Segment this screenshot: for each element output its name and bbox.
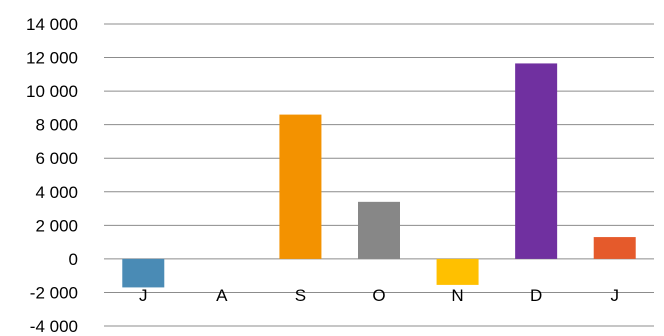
bar-6 (515, 63, 558, 259)
x-category-label: S (295, 286, 306, 305)
x-category-label: A (216, 286, 228, 305)
bar-1 (122, 258, 165, 288)
y-tick-label: 4 000 (35, 183, 78, 202)
bar-3 (279, 114, 322, 259)
y-axis-tick-labels: 14 000 12 000 10 000 8 000 6 000 4 000 2 000 0 -… (26, 15, 78, 336)
x-category-label: N (451, 286, 463, 305)
y-tick-label: 14 000 (26, 15, 78, 34)
x-category-label: D (530, 286, 542, 305)
y-tick-label: 10 000 (26, 82, 78, 101)
y-tick-label: -2 000 (30, 283, 78, 302)
bars (122, 63, 636, 288)
x-category-label: J (139, 286, 148, 305)
y-tick-label: -4 000 (30, 317, 78, 336)
bar-4 (358, 201, 400, 259)
x-category-label: O (372, 286, 385, 305)
y-tick-label: 12 000 (26, 49, 78, 68)
gridlines (104, 23, 654, 327)
bar-7 (593, 237, 636, 259)
y-tick-label: 0 (69, 250, 78, 269)
y-tick-label: 2 000 (35, 216, 78, 235)
x-category-label: J (610, 286, 619, 305)
bar-5 (436, 258, 479, 285)
y-tick-label: 6 000 (35, 149, 78, 168)
y-tick-label: 8 000 (35, 116, 78, 135)
